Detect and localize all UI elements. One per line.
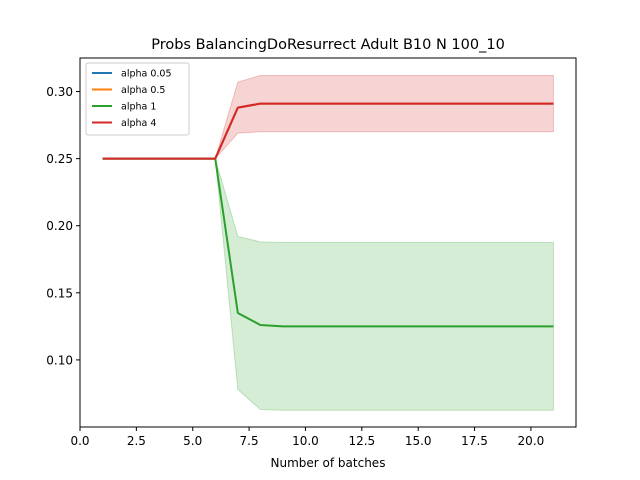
plot-area-frame (79, 57, 577, 428)
legend-label: alpha 0.05 (121, 69, 172, 80)
legend-item-alpha-4: alpha 4 (92, 118, 156, 129)
legend-item-alpha-1: alpha 1 (92, 102, 156, 113)
legend-label: alpha 0.5 (121, 85, 165, 96)
y-axis: 0.10 0.15 0.20 0.25 0.30 (46, 85, 80, 367)
series-lines (102, 102, 554, 328)
y-tick-label: 0.25 (46, 152, 73, 166)
legend-item-alpha-0-05: alpha 0.05 (92, 69, 172, 80)
y-tick-label: 0.20 (46, 219, 73, 233)
legend-item-alpha-0-5: alpha 0.5 (92, 85, 165, 96)
x-tick-label: 15.0 (405, 434, 432, 448)
x-tick-label: 7.5 (240, 434, 259, 448)
legend: alpha 0.05 alpha 0.5 alpha 1 alpha 4 (85, 62, 190, 136)
x-tick-label: 12.5 (348, 434, 375, 448)
chart-title: Probs BalancingDoResurrect Adult B10 N 1… (151, 37, 505, 53)
x-axis: 0.0 2.5 5.0 7.5 10.0 12.5 15.0 17.5 20.0 (70, 427, 544, 448)
y-tick-label: 0.30 (46, 85, 73, 99)
legend-box (85, 62, 190, 136)
y-tick-label: 0.15 (46, 286, 73, 300)
x-tick-label: 17.5 (461, 434, 488, 448)
x-tick-label: 0.0 (70, 434, 89, 448)
series-line-alpha-4 (102, 102, 554, 160)
x-axis-label: Number of batches (271, 456, 386, 470)
legend-label: alpha 4 (121, 118, 156, 129)
y-tick-label: 0.10 (46, 353, 73, 367)
x-tick-label: 10.0 (292, 434, 319, 448)
legend-label: alpha 1 (121, 102, 156, 113)
x-tick-label: 2.5 (127, 434, 146, 448)
x-tick-label: 20.0 (518, 434, 545, 448)
x-tick-label: 5.0 (183, 434, 202, 448)
